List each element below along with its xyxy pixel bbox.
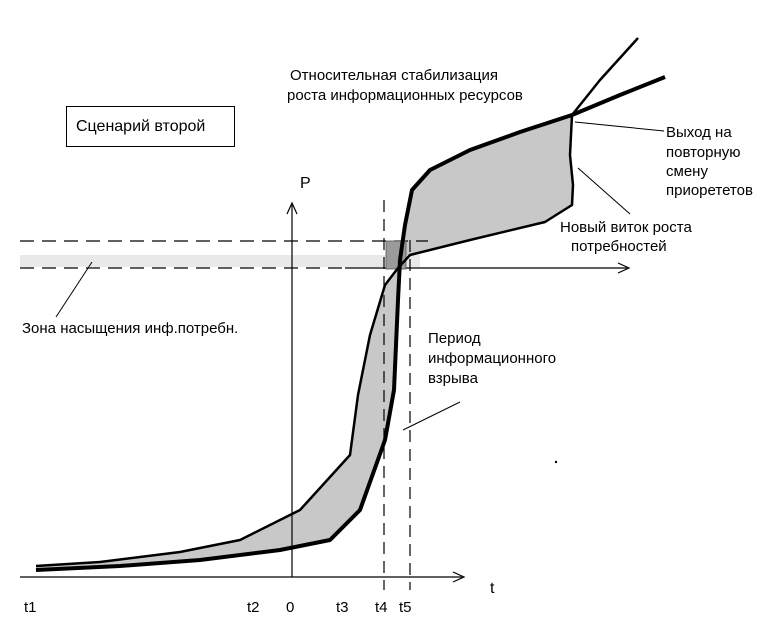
saturation-zone-label: Зона насыщения инф.потребн. (22, 320, 238, 337)
tick-t3: t3 (336, 599, 349, 616)
stray-dot (554, 460, 558, 464)
exit-label-2: повторную (666, 144, 741, 161)
exit-label-4: приорететов (666, 182, 753, 199)
new-round-leader (577, 167, 631, 215)
tick-t4: t4 (375, 599, 388, 616)
explosion-label-2: информационного (428, 350, 556, 367)
tick-t2: t2 (247, 599, 260, 616)
tick-t5: t5 (399, 599, 412, 616)
y-axis-label: P (300, 175, 311, 192)
gap-band (36, 115, 573, 570)
x-axis-label: t (490, 580, 495, 597)
stabilization-label-1: Относительная стабилизация (290, 67, 498, 84)
new-round-label-2: потребностей (571, 238, 667, 255)
saturation-band (20, 255, 420, 267)
tick-t1: t1 (24, 599, 37, 616)
upper-axis-arrow (617, 262, 631, 274)
x-axis-arrow (452, 571, 466, 583)
exit-label-1: Выход на (666, 124, 732, 141)
explosion-leader (402, 401, 461, 431)
tick-zero: 0 (286, 599, 294, 616)
y-axis-arrow (286, 201, 298, 215)
saturation-leader (55, 261, 93, 318)
explosion-label-3: взрыва (428, 370, 479, 387)
scenario-title-box: Сценарий второй (66, 106, 235, 147)
exit-leader (574, 121, 665, 132)
new-round-label-1: Новый виток роста (560, 219, 692, 236)
stabilization-label-2: роста информационных ресурсов (287, 87, 523, 104)
exit-label-3: смену (666, 163, 708, 180)
explosion-label-1: Период (428, 330, 481, 347)
needs-curve (35, 75, 666, 572)
scenario-title: Сценарий второй (76, 117, 206, 135)
